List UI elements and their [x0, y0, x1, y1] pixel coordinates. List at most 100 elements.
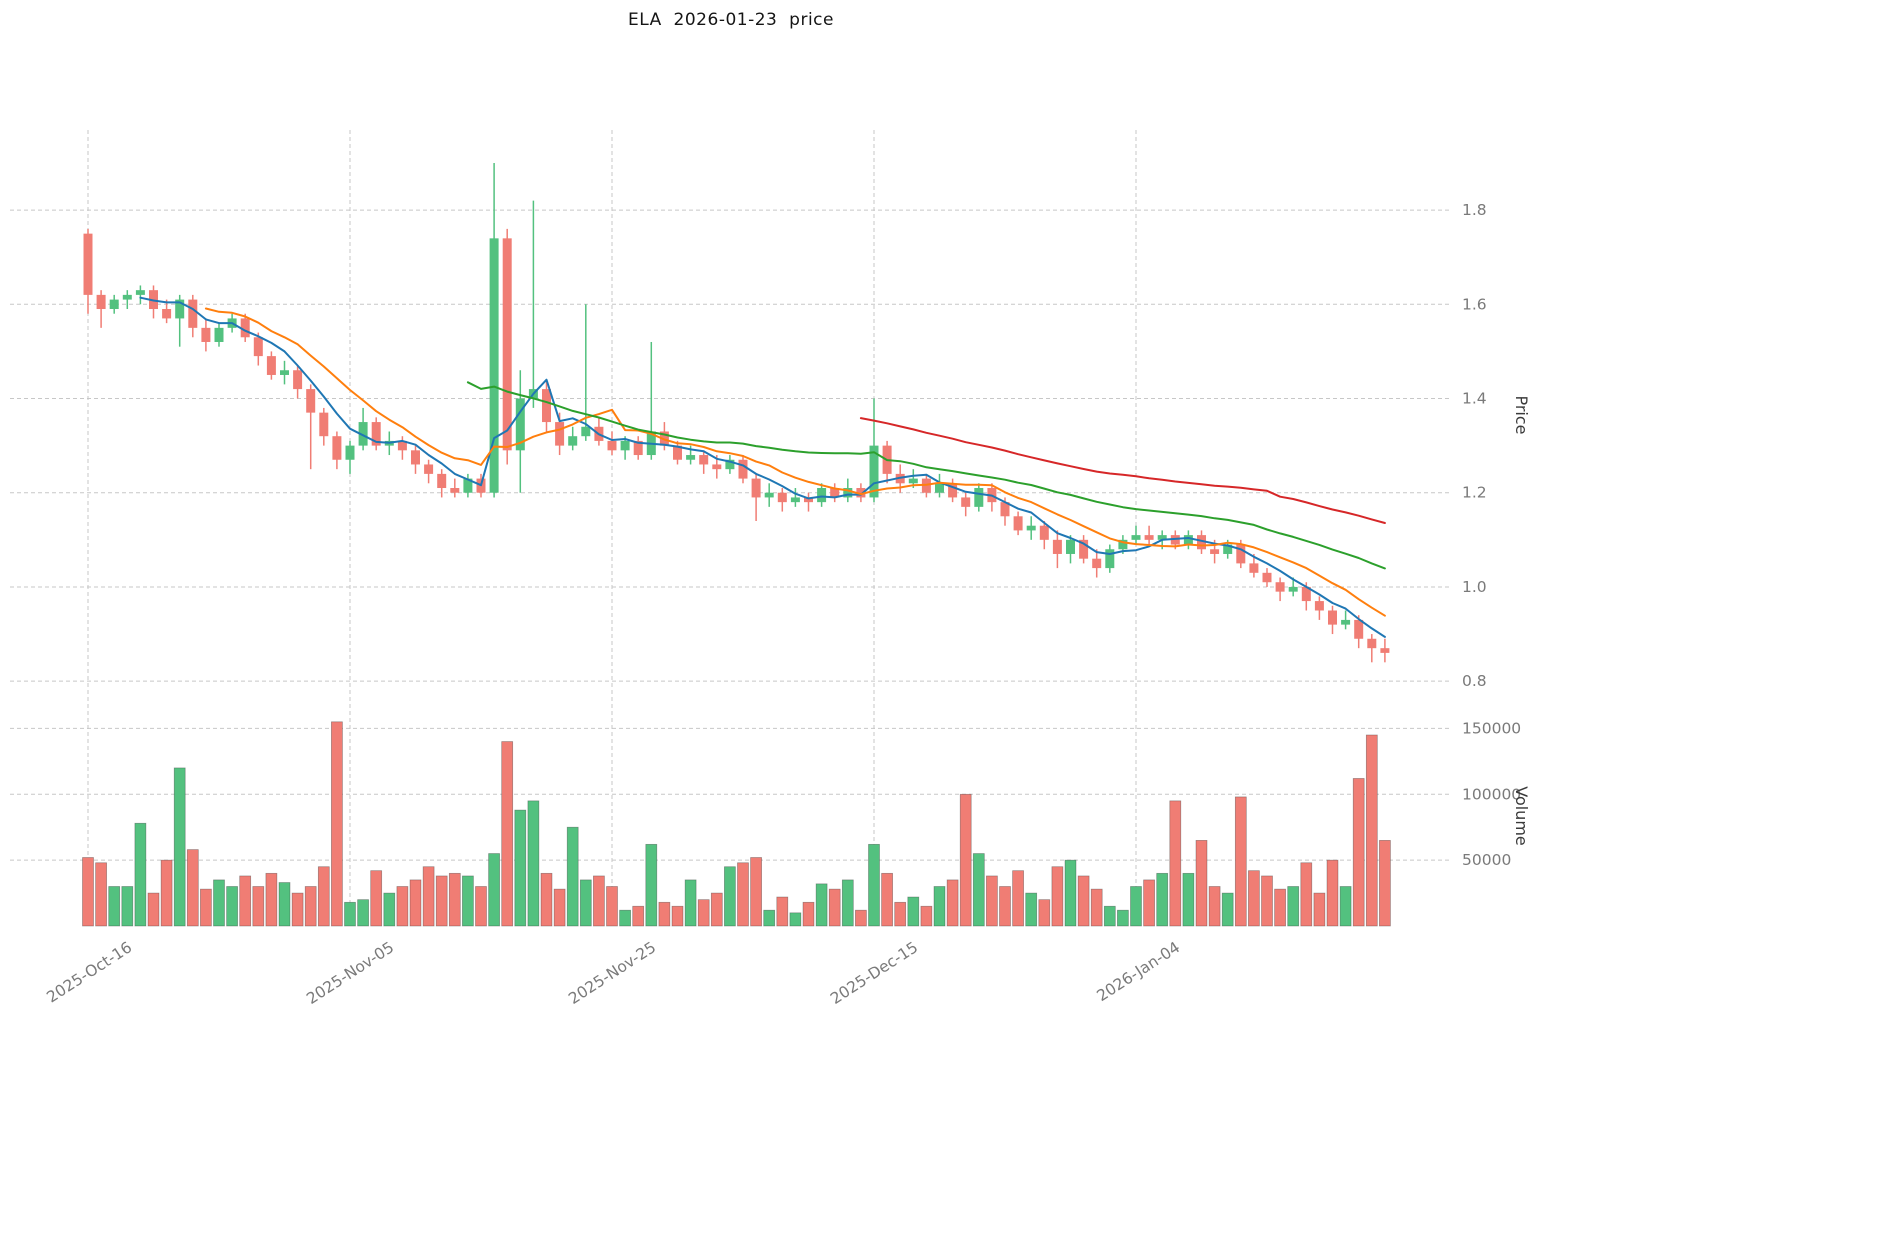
candle-body [869, 445, 879, 498]
moving-average-lines [139, 296, 1386, 638]
volume-bar [540, 872, 553, 927]
candle-body [1000, 502, 1010, 517]
candle-body [961, 497, 971, 507]
candle-body [555, 422, 565, 446]
volume-tick-label: 50000 [1462, 851, 1511, 869]
candle-body [699, 455, 709, 465]
volume-bar [802, 901, 815, 927]
candle-body [1066, 539, 1075, 554]
axis-tick-labels: 1.8 1.6 1.4 1.2 1.0 0.8 150000 100000 50000 2025-… [44, 201, 1522, 1008]
candle-body [1197, 535, 1206, 550]
candle-body [542, 389, 551, 423]
volume-bar [1130, 886, 1142, 927]
candle-body [515, 398, 525, 451]
volume-bar [370, 870, 383, 927]
candle-body [319, 412, 329, 437]
grid-lines [10, 130, 1452, 926]
candle-body [1249, 563, 1259, 573]
candle-body [201, 327, 211, 342]
volume-bar [999, 886, 1011, 927]
candle-body [1131, 535, 1141, 540]
volume-bar [920, 905, 933, 927]
volume-bar [147, 892, 160, 927]
volume-bar [239, 875, 252, 927]
price-tick-label: 1.6 [1462, 295, 1487, 313]
volume-bar [1038, 899, 1051, 927]
volume-bar [82, 857, 94, 927]
candle-body [751, 478, 761, 498]
volume-bar [724, 866, 736, 927]
volume-bar [278, 882, 291, 927]
candle-body [568, 436, 578, 446]
volume-bar [265, 872, 278, 927]
volume-bar [291, 892, 304, 927]
volume-bar [475, 886, 487, 927]
candle-body [856, 488, 866, 498]
candle-body [1013, 516, 1023, 531]
volume-bar [1248, 870, 1260, 927]
candle-body [790, 497, 800, 503]
candle-body [764, 492, 774, 498]
candle-body [502, 238, 512, 451]
volume-bar [396, 886, 409, 927]
volume-bar [1287, 886, 1300, 927]
volume-bar [933, 886, 946, 927]
volume-bar [763, 909, 776, 927]
volume-bar [383, 892, 396, 927]
volume-bar [553, 888, 566, 927]
volume-bar [894, 901, 907, 927]
volume-bar [737, 862, 749, 927]
candle-body [712, 464, 722, 470]
candle-body [607, 440, 617, 451]
candle-body [1157, 535, 1167, 540]
volume-bar [1313, 892, 1326, 927]
volume-bar [619, 909, 631, 927]
volume-bar [1012, 870, 1024, 927]
volume-bar [317, 866, 330, 927]
volume-bar [1208, 886, 1221, 927]
date-tick-label: 2025-Oct-16 [44, 938, 136, 1006]
candle-body [1210, 549, 1220, 554]
candle-body [214, 327, 224, 342]
candle-body [686, 455, 696, 460]
candle-body [1380, 648, 1390, 653]
candle-body [738, 459, 748, 479]
volume-bar [1103, 905, 1116, 927]
candle-body [332, 436, 342, 460]
volume-bar [907, 896, 920, 927]
volume-bar [1234, 796, 1247, 927]
candle-body [1118, 539, 1128, 550]
volume-bar [186, 849, 199, 927]
volume-bar [1300, 862, 1313, 927]
volume-bar [448, 872, 461, 927]
candle-body [1223, 544, 1233, 554]
volume-bar [1169, 800, 1182, 927]
volume-bar [776, 896, 789, 927]
volume-bar [881, 872, 893, 927]
volume-bar [213, 879, 225, 927]
ma30-line [466, 381, 1386, 570]
volume-bar [121, 886, 134, 927]
volume-bar [671, 905, 684, 927]
candle-body [175, 299, 185, 319]
volume-bar [658, 901, 671, 927]
candle-body [830, 488, 840, 498]
volume-bar [422, 866, 435, 927]
candle-body [188, 299, 198, 328]
volume-bar [344, 901, 356, 927]
candle-body [1354, 619, 1364, 639]
volume-bar [1156, 872, 1169, 927]
candle-body [974, 488, 984, 507]
volume-bar [1051, 866, 1064, 927]
volume-bar [252, 886, 265, 927]
volume-bar [697, 899, 710, 927]
axis-titles: Price Volume [1512, 395, 1531, 845]
candle-body [1079, 539, 1089, 559]
volume-bar [1090, 888, 1103, 927]
volume-bar [1182, 872, 1195, 927]
volume-bar [972, 853, 985, 927]
volume-bar [331, 721, 343, 927]
candle-body [1301, 586, 1311, 602]
